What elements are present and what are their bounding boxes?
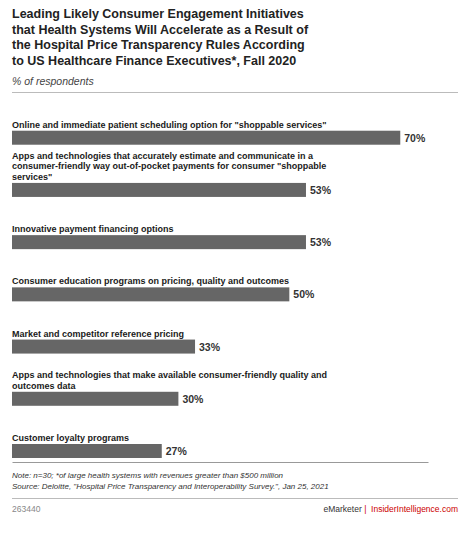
data-label: 70% <box>404 132 426 144</box>
bar <box>12 340 195 354</box>
text-line: outcomes data <box>12 381 77 391</box>
text-line: consumer-friendly way out-of-pocket paym… <box>12 161 326 171</box>
title: Leading Likely Consumer Engagement Initi… <box>12 7 309 68</box>
bars <box>12 131 400 458</box>
category-label: Innovative payment financing options <box>12 224 174 234</box>
footer-left: 263440 <box>12 504 41 514</box>
text-line: Innovative payment financing options <box>12 224 174 234</box>
footer-brand: eMarketer <box>324 504 362 514</box>
data-label: 30% <box>182 393 204 405</box>
text-line: Consumer education programs on pricing, … <box>12 276 289 286</box>
data-label: 53% <box>310 184 332 196</box>
category-label: Online and immediate patient scheduling … <box>12 120 327 130</box>
text-line: the Hospital Price Transparency Rules Ac… <box>12 38 305 52</box>
data-label: 27% <box>166 445 188 457</box>
category-label: Consumer education programs on pricing, … <box>12 276 289 286</box>
note: Note: n=30; *of large health systems wit… <box>12 471 329 491</box>
text-line: services" <box>12 172 52 182</box>
text-line: Online and immediate patient scheduling … <box>12 120 327 130</box>
data-label: 50% <box>293 288 315 300</box>
category-label: Customer loyalty programs <box>12 433 129 443</box>
footer-right: eMarketer | InsiderIntelligence.com <box>324 504 459 514</box>
axis-line <box>13 462 429 463</box>
text-line: Note: n=30; *of large health systems wit… <box>12 471 284 480</box>
text-line: Leading Likely Consumer Engagement Initi… <box>12 7 304 21</box>
text-line: Market and competitor reference pricing <box>12 329 184 339</box>
data-label: 33% <box>199 341 221 353</box>
bar <box>12 183 306 197</box>
x-axis <box>13 462 429 463</box>
category-label: Apps and technologies that accurately es… <box>12 151 326 182</box>
text-line: to US Healthcare Finance Executives*, Fa… <box>12 54 296 68</box>
category-label: Market and competitor reference pricing <box>12 329 184 339</box>
data-label: 53% <box>310 236 332 248</box>
footer-site: | InsiderIntelligence.com <box>362 504 458 514</box>
footer-separator <box>12 498 458 499</box>
separator <box>12 92 458 93</box>
text-line: Apps and technologies that make availabl… <box>12 370 327 380</box>
bar <box>12 235 306 249</box>
bar <box>12 287 289 301</box>
subtitle: % of respondents <box>12 75 94 87</box>
category-labels: Online and immediate patient scheduling … <box>12 120 327 443</box>
bar <box>12 392 178 406</box>
data-labels: 70% 53% 53% 50% 33% 30% 27% <box>166 132 426 457</box>
chart: Leading Likely Consumer Engagement Initi… <box>0 0 470 546</box>
text-line: Apps and technologies that accurately es… <box>12 151 314 161</box>
text-line: Source: Deloitte, "Hospital Price Transp… <box>12 482 329 491</box>
bar <box>12 444 162 458</box>
bar <box>12 131 400 145</box>
category-label: Apps and technologies that make availabl… <box>12 370 327 391</box>
text-line: that Health Systems Will Accelerate as a… <box>12 23 309 37</box>
text-line: Customer loyalty programs <box>12 433 129 443</box>
